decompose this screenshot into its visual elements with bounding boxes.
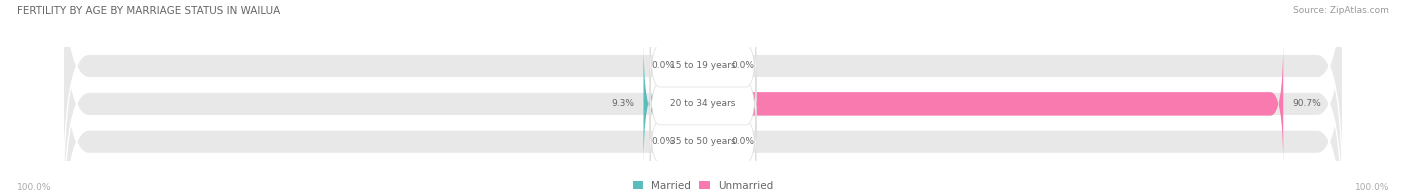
Text: 0.0%: 0.0% (651, 137, 675, 146)
FancyBboxPatch shape (703, 78, 723, 196)
FancyBboxPatch shape (650, 30, 756, 102)
Text: Source: ZipAtlas.com: Source: ZipAtlas.com (1294, 6, 1389, 15)
FancyBboxPatch shape (683, 2, 703, 130)
Text: 20 to 34 years: 20 to 34 years (671, 99, 735, 108)
FancyBboxPatch shape (644, 40, 703, 168)
Text: 35 to 50 years: 35 to 50 years (671, 137, 735, 146)
Text: FERTILITY BY AGE BY MARRIAGE STATUS IN WAILUA: FERTILITY BY AGE BY MARRIAGE STATUS IN W… (17, 6, 280, 16)
Text: 9.3%: 9.3% (612, 99, 634, 108)
FancyBboxPatch shape (683, 78, 703, 196)
Text: 15 to 19 years: 15 to 19 years (671, 62, 735, 71)
Legend: Married, Unmarried: Married, Unmarried (633, 181, 773, 191)
Text: 100.0%: 100.0% (17, 183, 52, 192)
FancyBboxPatch shape (703, 2, 723, 130)
Text: 100.0%: 100.0% (1354, 183, 1389, 192)
FancyBboxPatch shape (63, 0, 1343, 196)
FancyBboxPatch shape (63, 0, 1343, 196)
FancyBboxPatch shape (650, 68, 756, 140)
Text: 0.0%: 0.0% (731, 62, 755, 71)
Text: 0.0%: 0.0% (731, 137, 755, 146)
FancyBboxPatch shape (703, 40, 1284, 168)
Text: 90.7%: 90.7% (1294, 99, 1322, 108)
FancyBboxPatch shape (650, 106, 756, 178)
Text: 0.0%: 0.0% (651, 62, 675, 71)
FancyBboxPatch shape (63, 2, 1343, 196)
